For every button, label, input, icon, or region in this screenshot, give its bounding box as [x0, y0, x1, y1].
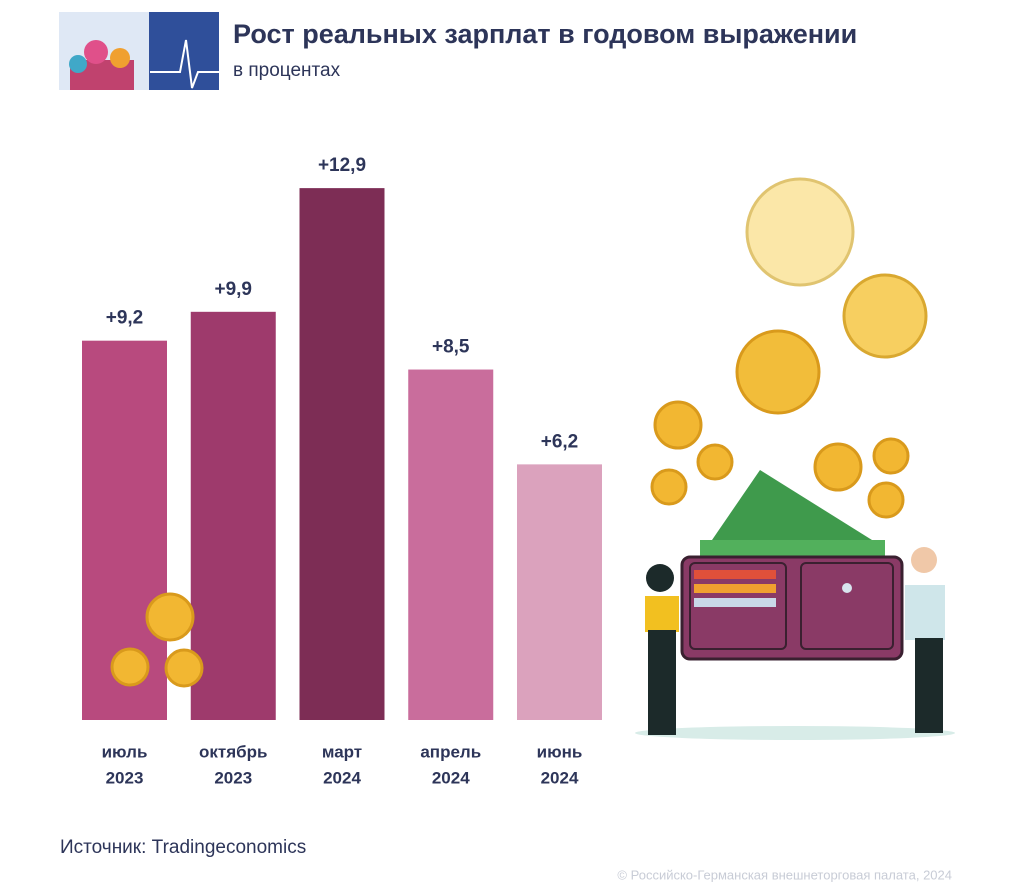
copyright: © Российско-Германская внешнеторговая па…: [617, 867, 952, 882]
bar: [299, 188, 385, 721]
value-label: +12,9: [318, 155, 366, 176]
x-tick-label: 2024: [323, 768, 361, 787]
x-tick-label: март: [322, 742, 362, 761]
x-tick-label: октябрь: [199, 742, 267, 761]
illustration: [110, 177, 955, 740]
x-tick-label: 2024: [541, 768, 579, 787]
plot-area: +9,2 июль 2023 +9,9 октябрь 2023 +12,9 март 2024…: [82, 155, 602, 787]
source-note: Источник: Tradingeconomics: [60, 837, 306, 858]
chart-subtitle: в процентах: [233, 60, 341, 81]
x-tick-label: 2023: [214, 768, 252, 787]
bar: [408, 369, 494, 720]
x-tick-label: июль: [102, 742, 148, 761]
x-tick-label: июнь: [537, 742, 583, 761]
value-label: +9,9: [214, 279, 252, 300]
logo: [59, 12, 219, 90]
value-label: +6,2: [541, 431, 579, 452]
value-label: +9,2: [106, 308, 144, 329]
bar: [190, 311, 276, 720]
chart-title: Рост реальных зарплат в годовом выражени…: [233, 19, 857, 49]
x-tick-label: апрель: [420, 742, 481, 761]
x-tick-label: 2024: [432, 768, 470, 787]
value-label: +8,5: [432, 337, 470, 358]
x-tick-label: 2023: [106, 768, 144, 787]
bar: [517, 464, 602, 720]
